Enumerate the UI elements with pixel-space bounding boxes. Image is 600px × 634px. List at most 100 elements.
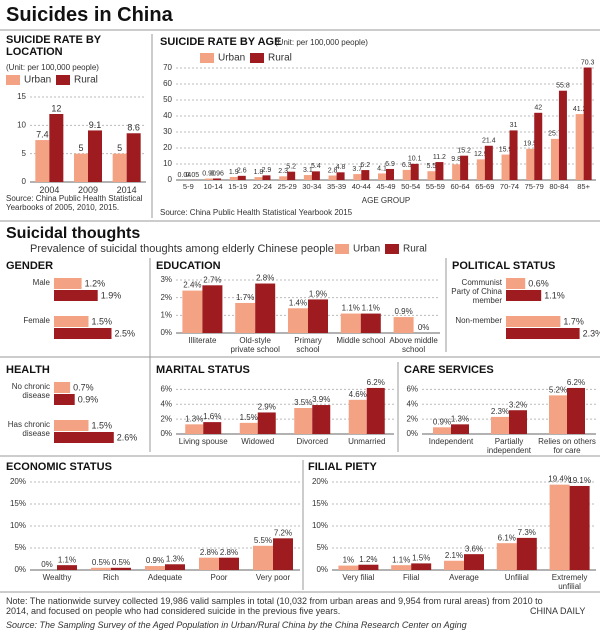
x-tick-label: 65-69 [475, 182, 495, 191]
bar [569, 485, 590, 570]
value-label: 7.4 [36, 129, 49, 139]
value-label: 9.8 [451, 156, 461, 163]
bar [74, 153, 88, 182]
value-label: 0% [41, 560, 53, 569]
y-tick-label: 6% [160, 385, 172, 394]
bar [460, 155, 469, 180]
bar [54, 278, 82, 289]
bar [287, 171, 296, 180]
bar [583, 67, 592, 180]
value-label: 1.7% [236, 293, 254, 302]
x-tick-label: 45-49 [376, 182, 396, 191]
x-axis-label: AGE GROUP [361, 196, 411, 205]
y-tick-label: 20 [163, 143, 172, 152]
value-label: 3.2% [509, 400, 527, 409]
y-tick-label: 15% [10, 499, 26, 508]
bar [509, 130, 518, 180]
legend-label: Rural [268, 53, 292, 64]
value-label: 10.1 [408, 156, 422, 163]
value-label: 5.4 [311, 163, 321, 170]
value-label: 0.90 [202, 170, 216, 177]
legend-swatch [385, 244, 399, 254]
legend-swatch [6, 75, 20, 85]
bar [484, 145, 493, 180]
bar [54, 328, 112, 339]
y-tick-label: 5% [316, 543, 328, 552]
value-label: 0.04 [178, 172, 192, 179]
legend-label: Urban [218, 53, 245, 64]
value-label: 4.6% [349, 390, 367, 399]
x-tick-label: Relies on others for care [538, 437, 596, 455]
value-label: 2.9% [258, 403, 276, 412]
bar [185, 424, 204, 434]
panel-title: SUICIDE RATE BY AGE [160, 36, 282, 48]
value-label: 6.1% [498, 533, 516, 542]
y-tick-label: 40 [163, 111, 172, 120]
section-subtitle: Prevalence of suicidal thoughts among el… [30, 243, 334, 255]
value-label: 1.4% [289, 298, 307, 307]
value-label: 3.5% [294, 398, 312, 407]
bar [54, 432, 114, 443]
value-label: 1.5% [92, 316, 113, 326]
bar [358, 564, 379, 570]
bar [549, 395, 567, 434]
bar [506, 316, 561, 327]
panel-title: HEALTH [6, 364, 50, 376]
x-tick-label: 55-59 [425, 182, 445, 191]
value-label: 2.3 [278, 168, 288, 175]
value-label: 3.6% [465, 544, 483, 553]
bar [35, 140, 50, 182]
value-label: 6.9 [385, 161, 395, 168]
value-label: 1.1% [392, 555, 410, 564]
value-label: 1.5% [240, 413, 258, 422]
bar [54, 290, 98, 301]
x-tick-label: 75-79 [524, 182, 544, 191]
x-tick-label: Primary school [294, 336, 322, 354]
y-tick-label: 5% [14, 543, 26, 552]
panel-title: SUICIDE RATE BY LOCATION [6, 34, 101, 58]
value-label: 1.5% [92, 420, 113, 430]
x-tick-label: Poor [210, 573, 228, 582]
value-label: 1% [343, 556, 355, 565]
bar [165, 564, 185, 570]
y-tick-label: 4% [160, 399, 172, 408]
y-tick-label: 0 [168, 175, 173, 184]
value-label: 12.9 [474, 151, 488, 158]
bar [509, 410, 527, 434]
x-tick-label: 25-29 [277, 182, 297, 191]
value-label: 0.5% [92, 558, 110, 567]
y-tick-label: 6% [406, 385, 418, 394]
bar [49, 114, 64, 182]
value-label: 2.6% [117, 432, 138, 442]
x-tick-label: Middle school [336, 336, 386, 345]
y-tick-label: 15% [312, 499, 328, 508]
value-label: 1.3% [451, 414, 469, 423]
bar [239, 422, 258, 434]
y-tick-label: Has chronic disease [7, 420, 50, 438]
value-label: 0.6% [528, 278, 549, 288]
value-label: 2.8% [220, 548, 238, 557]
value-label: 4.8 [336, 164, 346, 171]
value-label: 2.9 [262, 167, 272, 174]
bar [237, 175, 246, 180]
bar [433, 427, 451, 434]
section-title: Suicidal thoughts [6, 225, 141, 242]
value-label: 19.4% [548, 475, 571, 484]
x-tick-label: Old-style private school [230, 336, 280, 354]
x-tick-label: Widowed [241, 437, 275, 446]
value-label: 1.6% [203, 412, 221, 421]
bar [202, 285, 223, 333]
value-label: 1.3% [185, 414, 203, 423]
panel-title: EDUCATION [156, 260, 221, 272]
y-tick-label: 10 [163, 159, 172, 168]
bar [203, 422, 222, 434]
value-label: 0.96 [210, 170, 224, 177]
value-label: 0.05 [186, 172, 200, 179]
x-tick-label: Very filial [342, 573, 375, 582]
y-tick-label: 0% [160, 328, 172, 337]
y-tick-label: 15 [17, 92, 26, 101]
bar [199, 557, 219, 570]
panel-title: CARE SERVICES [404, 364, 494, 376]
bar [126, 133, 141, 182]
value-label: 2.3% [491, 407, 509, 416]
